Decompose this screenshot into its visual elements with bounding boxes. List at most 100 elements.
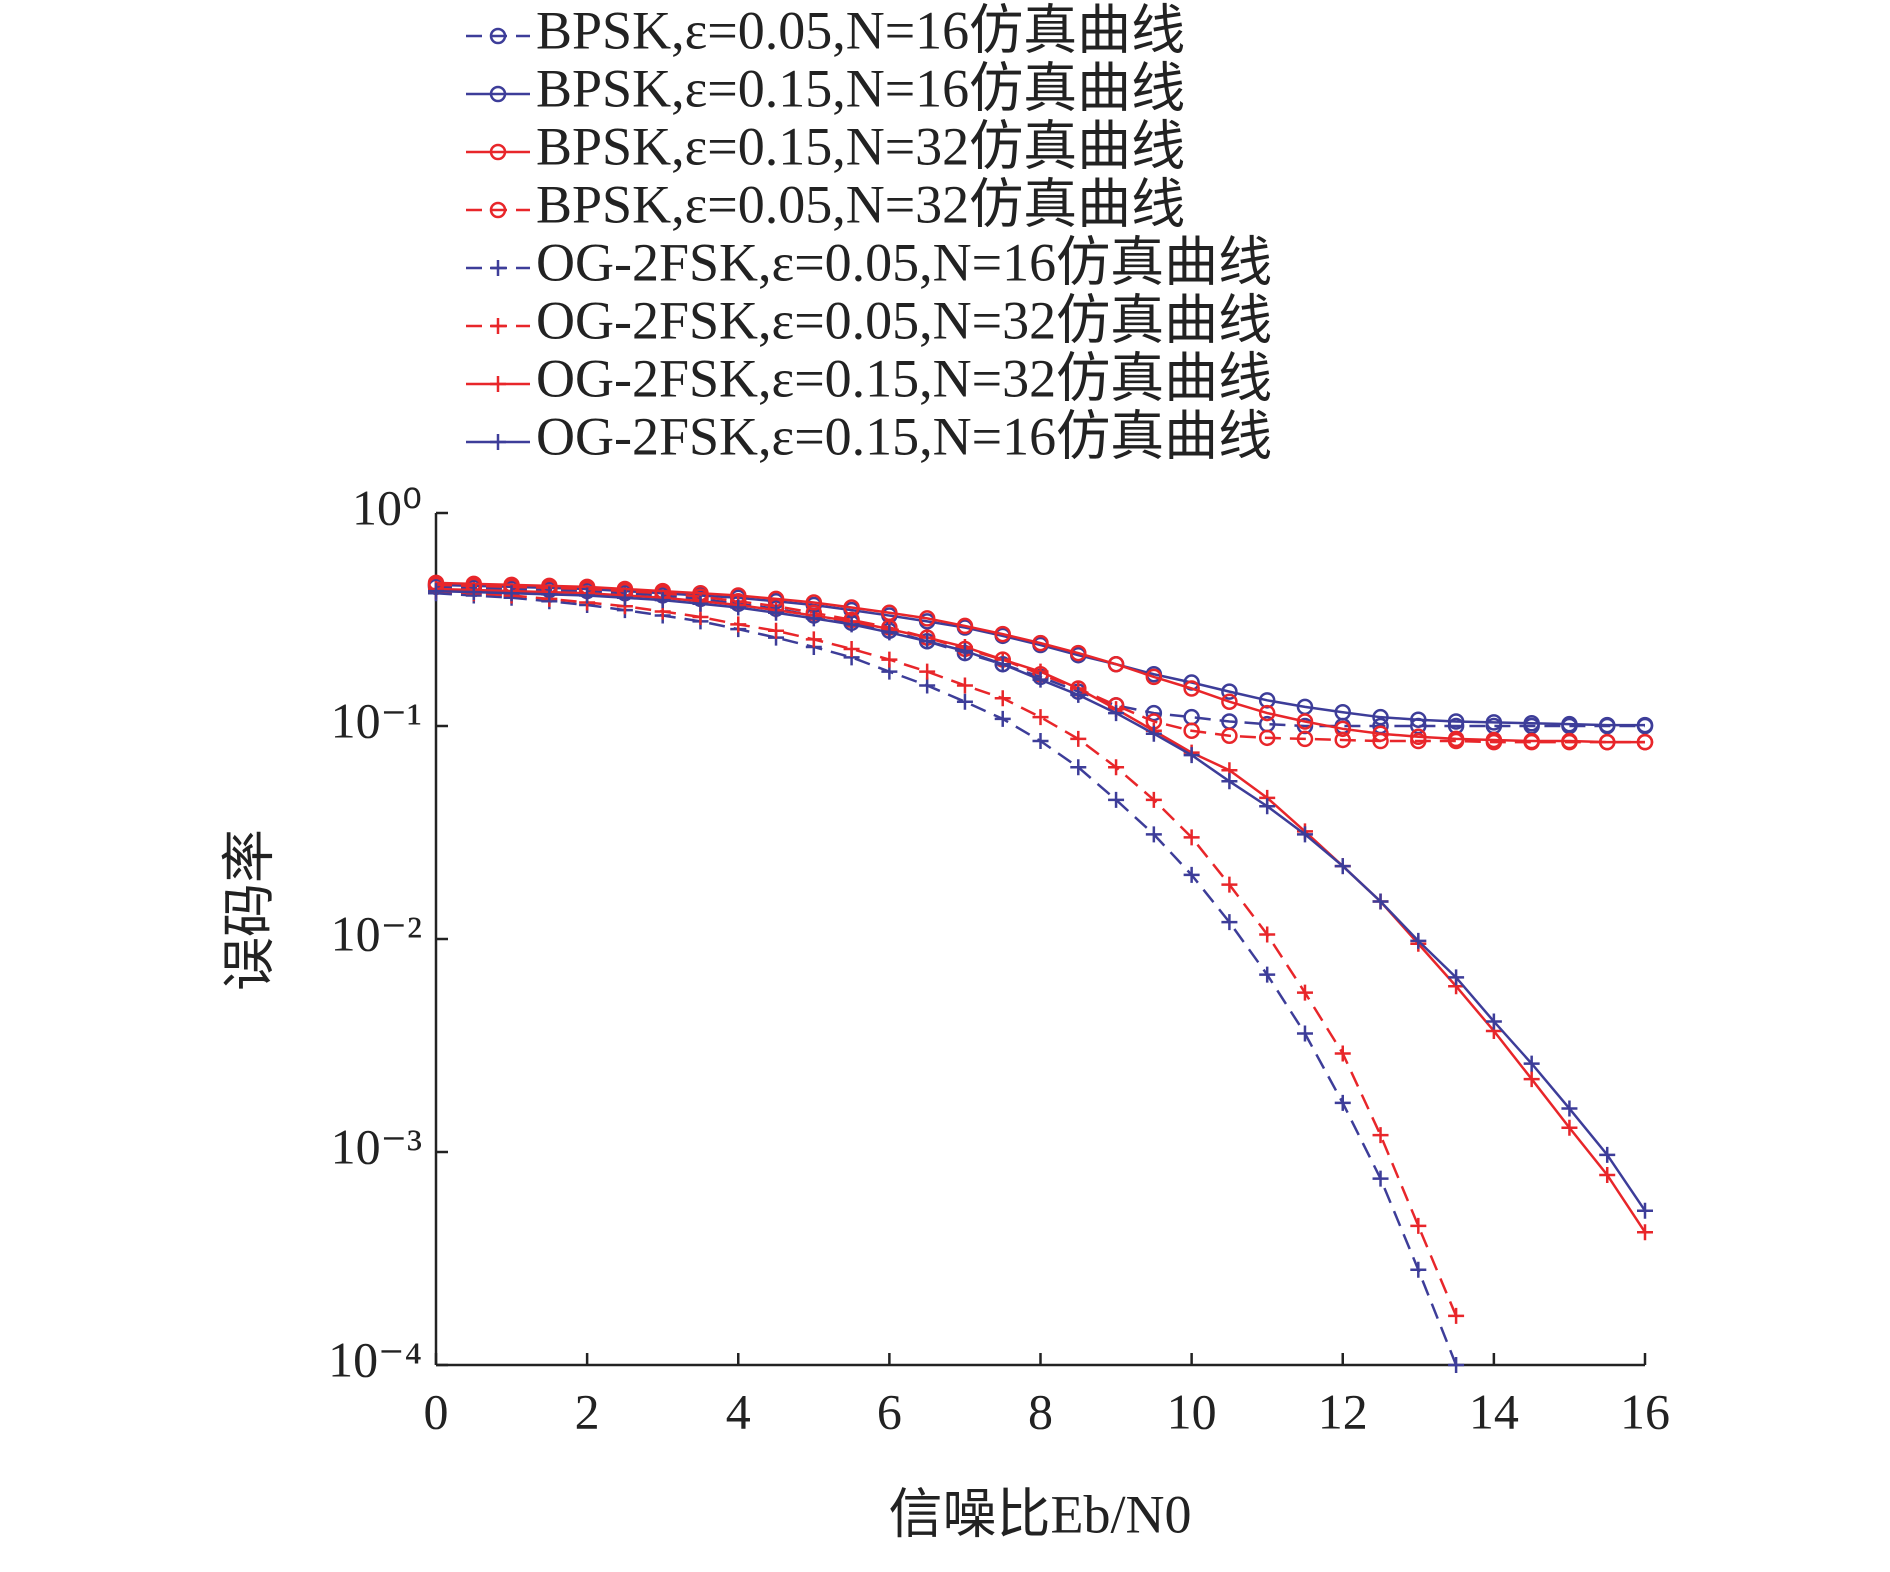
data-point	[1448, 1307, 1465, 1324]
data-point	[465, 584, 482, 601]
data-point	[843, 640, 860, 657]
data-point	[1145, 725, 1162, 742]
y-tick-label: 10⁻¹	[331, 692, 422, 748]
data-point	[1561, 1100, 1578, 1117]
data-point	[768, 622, 785, 639]
data-point	[1070, 686, 1087, 703]
data-point	[1183, 722, 1200, 739]
data-point	[1410, 1261, 1427, 1278]
legend-marker	[489, 143, 507, 161]
data-point	[579, 587, 596, 604]
legend-label: BPSK,ε=0.15,N=32仿真曲线	[536, 116, 1185, 176]
y-tick-label: 10⁻⁴	[328, 1331, 422, 1387]
data-point	[1032, 733, 1049, 750]
legend-marker	[490, 260, 506, 276]
data-point	[1183, 680, 1200, 697]
data-point	[1108, 791, 1125, 808]
series-line	[435, 581, 1645, 744]
data-point	[616, 589, 633, 606]
data-point	[1032, 709, 1049, 726]
data-point	[768, 604, 785, 621]
data-point	[730, 599, 747, 616]
data-point	[1296, 713, 1314, 730]
data-point	[1259, 798, 1276, 815]
data-point	[428, 583, 444, 600]
data-point	[1485, 714, 1503, 731]
data-point	[1561, 733, 1578, 751]
data-point	[1334, 731, 1351, 749]
data-point	[654, 592, 671, 609]
legend-marker	[490, 434, 506, 450]
y-tick-label: 10⁻³	[331, 1118, 422, 1174]
x-tick-label: 6	[877, 1383, 902, 1439]
data-point	[1523, 1071, 1540, 1088]
data-point	[1334, 1045, 1351, 1062]
data-point	[1448, 1357, 1465, 1373]
data-point	[1372, 708, 1389, 726]
data-point	[1523, 733, 1540, 751]
data-point	[1221, 683, 1238, 700]
data-point	[1599, 1146, 1616, 1163]
data-point	[1221, 693, 1238, 710]
legend-marker	[489, 201, 507, 219]
data-point	[1561, 1119, 1578, 1136]
legend-marker	[490, 376, 506, 392]
x-axis-label: 信噪比Eb/N0	[889, 1484, 1192, 1544]
data-point	[1599, 1166, 1616, 1183]
data-point	[1221, 914, 1238, 931]
legend-label: OG-2FSK,ε=0.05,N=32仿真曲线	[536, 290, 1272, 350]
x-tick-label: 14	[1469, 1383, 1519, 1439]
data-point	[1145, 668, 1163, 686]
data-point	[1410, 932, 1427, 949]
data-point	[1258, 729, 1276, 747]
legend-label: BPSK,ε=0.15,N=16仿真曲线	[536, 58, 1185, 118]
data-point	[1372, 1127, 1389, 1144]
legend-label: OG-2FSK,ε=0.15,N=16仿真曲线	[536, 406, 1272, 466]
data-point	[1145, 826, 1162, 843]
data-point	[1183, 866, 1200, 883]
data-point	[1334, 1094, 1351, 1111]
data-point	[1296, 984, 1313, 1001]
data-point	[1183, 829, 1200, 846]
data-point	[1598, 733, 1616, 751]
data-point	[919, 663, 936, 680]
data-point	[1070, 644, 1087, 662]
data-point	[1447, 732, 1465, 750]
data-point	[1145, 791, 1162, 808]
data-point	[1598, 716, 1616, 734]
data-point	[1523, 1055, 1540, 1072]
x-tick-label: 4	[726, 1383, 751, 1439]
data-point	[1221, 876, 1238, 893]
data-point	[1447, 713, 1465, 730]
data-point	[1070, 730, 1087, 747]
data-point	[1296, 826, 1313, 843]
data-point	[1636, 716, 1654, 734]
data-point	[1485, 1013, 1502, 1030]
legend-label: BPSK,ε=0.05,N=16仿真曲线	[536, 0, 1185, 60]
data-point	[1296, 730, 1314, 748]
data-point	[994, 656, 1011, 673]
x-tick-label: 16	[1620, 1383, 1670, 1439]
x-tick-label: 10	[1167, 1383, 1217, 1439]
data-point	[994, 690, 1011, 707]
data-point	[1334, 704, 1351, 721]
data-point	[692, 595, 709, 612]
data-point	[1032, 671, 1049, 688]
data-point	[1448, 969, 1465, 986]
legend-marker	[489, 85, 507, 103]
data-point	[1485, 733, 1503, 751]
x-tick-label: 8	[1028, 1383, 1053, 1439]
data-point	[956, 642, 973, 659]
data-point	[1108, 759, 1125, 776]
data-point	[1296, 1025, 1313, 1042]
data-point	[503, 585, 520, 602]
x-tick-label: 2	[575, 1383, 600, 1439]
data-point	[1221, 727, 1238, 744]
data-point	[730, 616, 747, 633]
legend-label: OG-2FSK,ε=0.05,N=16仿真曲线	[536, 232, 1272, 292]
series-line	[435, 592, 1458, 1366]
data-point	[1334, 720, 1351, 738]
data-point	[1372, 1170, 1389, 1187]
data-point	[1145, 704, 1163, 722]
